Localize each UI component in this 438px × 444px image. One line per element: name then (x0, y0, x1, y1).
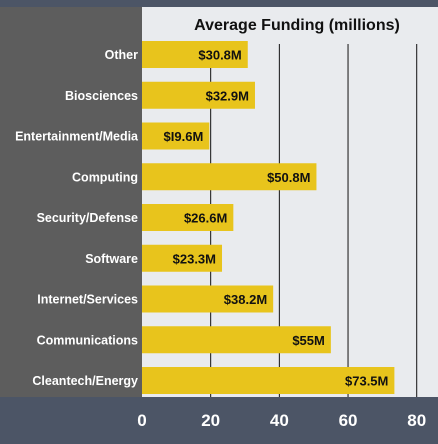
bar-value-label-5: $23.3M (173, 251, 216, 266)
bar-value-label-2: $I9.6M (164, 129, 204, 144)
bar-value-label-1: $32.9M (206, 88, 249, 103)
category-label-4: Security/Defense (37, 211, 138, 225)
x-tick-label-60: 60 (339, 411, 358, 430)
bar-value-label-3: $50.8M (267, 170, 310, 185)
x-axis-ticks: 0 20 40 60 80 (137, 411, 426, 430)
category-label-2: Entertainment/Media (15, 130, 139, 144)
bar-7 (142, 326, 331, 354)
bar-value-label-6: $38.2M (224, 292, 267, 307)
bar-value-label-8: $73.5M (345, 374, 388, 389)
category-label-5: Software (85, 252, 138, 266)
category-labels: Other Biosciences Entertainment/Media Compu… (15, 48, 139, 388)
category-label-1: Biosciences (65, 89, 138, 103)
category-label-panel (0, 7, 142, 397)
bar-value-label-4: $26.6M (184, 211, 227, 226)
x-tick-label-20: 20 (201, 411, 220, 430)
bar-3 (142, 163, 317, 191)
bar-value-label-7: $55M (292, 333, 325, 348)
bar-0 (142, 41, 248, 68)
chart-title: Average Funding (millions) (194, 17, 400, 34)
bar-5 (142, 244, 223, 272)
x-tick-label-80: 80 (407, 411, 426, 430)
x-tick-label-0: 0 (137, 411, 146, 430)
category-label-0: Other (105, 48, 138, 62)
category-label-7: Communications (37, 333, 138, 347)
bar-2 (142, 122, 210, 150)
category-label-8: Cleantech/Energy (32, 374, 138, 388)
category-label-6: Internet/Services (37, 293, 138, 307)
bar-6 (142, 285, 274, 313)
bar-value-label-0: $30.8M (198, 48, 241, 63)
bars: $30.8M $32.9M $I9.6M $50.8M $26.6M $23.3M $38.… (142, 41, 395, 394)
bar-1 (142, 81, 255, 109)
bar-4 (142, 204, 234, 231)
x-tick-label-40: 40 (270, 411, 289, 430)
category-label-3: Computing (72, 170, 138, 184)
bar-8 (142, 367, 395, 394)
